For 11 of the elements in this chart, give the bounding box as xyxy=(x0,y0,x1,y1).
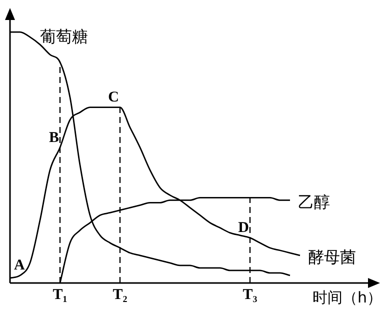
annotation: B xyxy=(48,130,59,146)
x-axis-title: 时间（h） xyxy=(312,288,382,306)
annotation: D xyxy=(238,220,250,236)
annotation: C xyxy=(108,90,119,106)
series-label: 乙醇 xyxy=(298,192,330,212)
x-tick-label: T₂ xyxy=(112,286,128,303)
series-label: 酵母菌 xyxy=(308,248,356,267)
annotation: A xyxy=(14,257,25,274)
x-tick-label: T₁ xyxy=(52,286,68,303)
series-label: 葡萄糖 xyxy=(40,27,88,46)
x-tick-label: T₃ xyxy=(242,286,258,303)
